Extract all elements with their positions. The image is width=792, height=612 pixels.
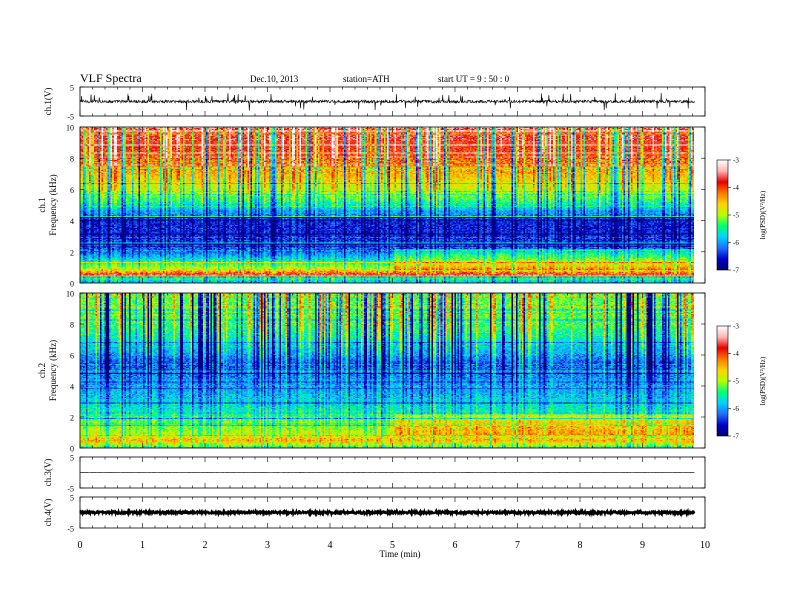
time-tick-label: 9	[640, 540, 645, 551]
time-axis-label: Time (min)	[380, 549, 421, 559]
y-tick-label: 10	[66, 124, 74, 133]
y-tick-label: 6	[70, 352, 74, 361]
waveform-trace	[79, 507, 696, 518]
y-tick-label: 5	[70, 84, 74, 93]
time-tick-label: 10	[700, 540, 710, 551]
y-tick-label: 8	[70, 155, 74, 164]
colorbar-tick-label: -3	[733, 323, 739, 331]
start-time-label: start UT = 9 : 50 : 0	[438, 74, 510, 84]
y-tick-label: 4	[70, 383, 74, 392]
time-tick-label: 4	[328, 540, 333, 551]
ch2-spectrogram-panel: 10 8 6 4 2 0 ch.2 Frequency (kHz)	[37, 290, 706, 454]
y-tick-label: 8	[70, 321, 74, 330]
time-tick-label: 7	[515, 540, 520, 551]
time-tick-label: 8	[578, 540, 583, 551]
y-tick-label: 4	[70, 217, 74, 226]
y-tick-label: 2	[70, 248, 74, 257]
ch1-colorbar: -3 -4 -5 -6 -7 log(PSD)(V²/Hz)	[716, 157, 767, 275]
colorbar-tick-label: -4	[733, 350, 739, 358]
y-tick-label: 6	[70, 186, 74, 195]
y-tick-label: 2	[70, 414, 74, 423]
colorbar-scale	[716, 159, 729, 271]
colorbar-scale	[716, 325, 729, 437]
y-axis-label-frequency: Frequency (kHz)	[48, 174, 58, 235]
colorbar-tick-label: -4	[733, 184, 739, 192]
colorbar-label: log(PSD)(V²/Hz)	[759, 190, 767, 239]
colorbar-tick-label: -7	[733, 267, 739, 275]
colorbar-label: log(PSD)(V²/Hz)	[759, 356, 767, 405]
y-axis-label: ch.3(V)	[43, 459, 53, 487]
time-tick-label: 2	[203, 540, 208, 551]
ch1-waveform-panel: 5 -5 ch.1(V)	[43, 84, 706, 122]
figure-title: VLF Spectra	[80, 71, 142, 85]
y-tick-label: -5	[67, 525, 74, 534]
time-axis: 0 1 2 3 4 5 6 7 8 9 10	[78, 540, 711, 551]
ch4-waveform-panel: 5 -5 ch.4(V)	[43, 494, 706, 534]
colorbar-tick-label: -3	[733, 157, 739, 165]
time-tick-label: 5	[390, 540, 395, 551]
time-tick-label: 6	[453, 540, 458, 551]
time-tick-label: 3	[265, 540, 270, 551]
y-tick-label: -5	[67, 485, 74, 494]
y-tick-label: -5	[67, 113, 74, 122]
y-tick-label: 10	[66, 290, 74, 299]
date-label: Dec.10, 2013	[250, 74, 299, 84]
y-axis-label-frequency: Frequency (kHz)	[48, 340, 58, 401]
colorbar-tick-label: -6	[733, 405, 739, 413]
y-axis-label-channel: ch.1	[37, 197, 47, 212]
ch1-spectrogram-image	[80, 127, 694, 283]
y-tick-label: 0	[70, 280, 74, 289]
ch2-colorbar: -3 -4 -5 -6 -7 log(PSD)(V²/Hz)	[716, 323, 767, 441]
y-axis-label: ch.4(V)	[43, 499, 53, 527]
y-axis-label: ch.1(V)	[43, 88, 53, 116]
y-axis-label-channel: ch.2	[37, 363, 47, 378]
y-tick-label: 5	[70, 454, 74, 463]
colorbar-tick-label: -6	[733, 239, 739, 247]
colorbar-tick-label: -7	[733, 433, 739, 441]
colorbar-tick-label: -5	[733, 212, 739, 220]
time-tick-label: 1	[140, 540, 145, 551]
station-label: station=ATH	[343, 74, 390, 84]
colorbar-tick-label: -5	[733, 378, 739, 386]
y-tick-label: 0	[70, 445, 74, 454]
ch2-spectrogram-image	[80, 293, 694, 448]
ch3-waveform-panel: 5 -5 ch.3(V)	[43, 454, 706, 494]
waveform-trace	[79, 92, 695, 111]
y-tick-label: 5	[70, 494, 74, 503]
time-tick-label: 0	[78, 540, 83, 551]
ch1-spectrogram-panel: 10 8 6 4 2 0 ch.1 Frequency (kHz)	[37, 124, 706, 289]
